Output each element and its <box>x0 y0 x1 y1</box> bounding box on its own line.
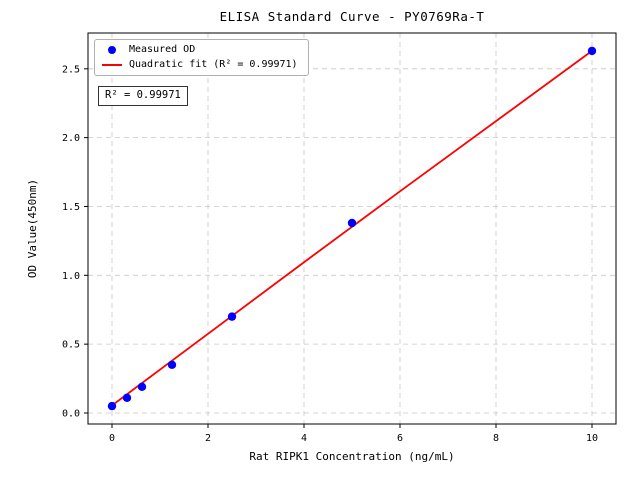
data-point <box>347 218 357 228</box>
legend-entry-quadratic-fit: Quadratic fit (R² = 0.99971) <box>102 60 298 70</box>
scatter-marker-icon <box>108 46 116 54</box>
data-point <box>107 401 117 411</box>
y-axis-label: OD Value(450nm) <box>26 179 39 278</box>
legend: Measured OD Quadratic fit (R² = 0.99971) <box>94 39 309 76</box>
x-tick-label: 8 <box>493 433 499 444</box>
y-tick-label: 2.0 <box>62 133 80 144</box>
chart-title: ELISA Standard Curve - PY0769Ra-T <box>220 9 485 24</box>
x-tick-label: 4 <box>301 433 307 444</box>
axes-frame <box>87 32 617 425</box>
y-tick-label: 0.0 <box>62 408 80 419</box>
x-tick-label: 0 <box>109 433 115 444</box>
legend-entry-measured-od: Measured OD <box>102 45 298 55</box>
x-axis-label: Rat RIPK1 Concentration (ng/mL) <box>249 450 454 463</box>
x-tick-label: 6 <box>397 433 403 444</box>
legend-label-quadratic-fit: Quadratic fit (R² = 0.99971) <box>129 59 298 70</box>
y-tick-label: 2.5 <box>62 64 80 75</box>
data-point <box>122 393 132 403</box>
r-squared-annotation: R² = 0.99971 <box>98 86 188 106</box>
y-tick-label: 1.5 <box>62 202 80 213</box>
x-tick-label: 2 <box>205 433 211 444</box>
data-point <box>167 360 177 369</box>
y-tick-label: 1.0 <box>62 271 80 282</box>
tick-labels: 0 2 4 6 8 10 0.0 0.5 1.0 1.5 2.0 2.5 <box>62 64 598 444</box>
legend-label-measured-od: Measured OD <box>129 44 196 55</box>
x-tick-label: 10 <box>586 433 598 444</box>
data-point <box>227 312 237 321</box>
line-marker-icon <box>102 64 122 66</box>
measured-od-points <box>107 46 597 411</box>
data-point <box>137 382 147 392</box>
y-tick-label: 0.5 <box>62 340 80 351</box>
data-point <box>587 46 597 56</box>
